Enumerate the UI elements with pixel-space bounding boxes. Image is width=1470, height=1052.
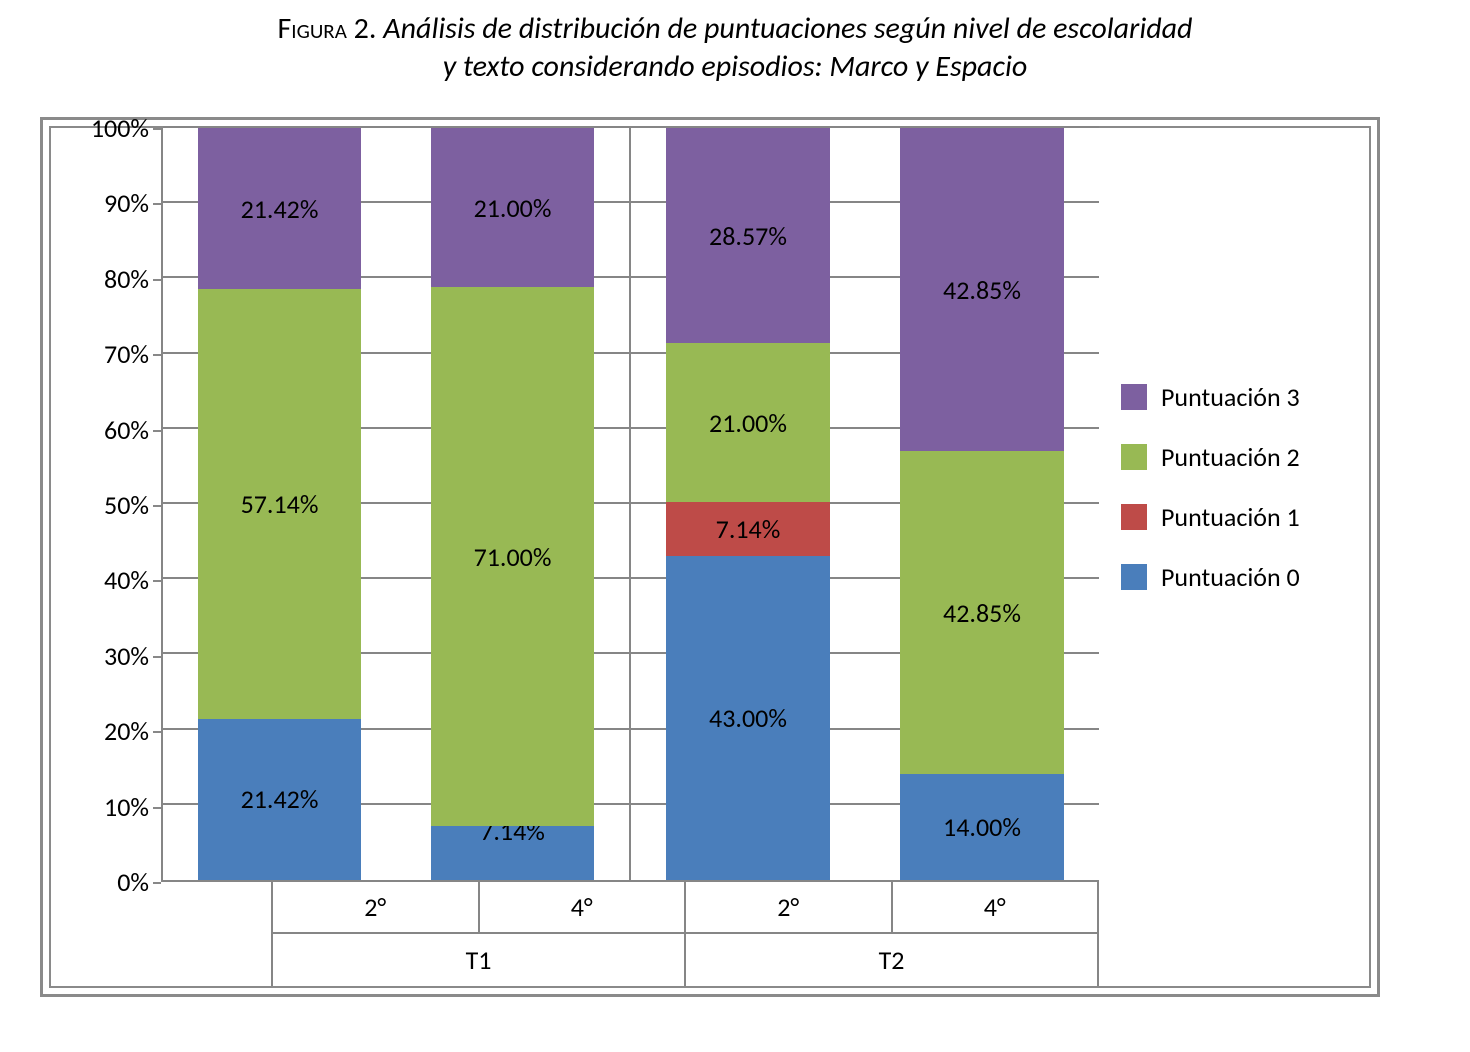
legend-item-p2: Puntuación 2 xyxy=(1121,441,1359,473)
legend-label: Puntuación 3 xyxy=(1161,381,1300,413)
segment-p2: 57.14% xyxy=(198,289,361,719)
segment-p2: 71.00% xyxy=(431,287,594,826)
bars-layer: 21.42%0.00%57.14%21.42%7.14%0.00%71.00%2… xyxy=(163,128,1099,880)
axis-spacer xyxy=(51,932,161,986)
segment-label: 21.42% xyxy=(241,786,319,812)
cat-group: 2°4° xyxy=(684,882,1097,932)
y-tick-mark xyxy=(153,580,161,582)
bar: 14.00%0.00%42.85%42.85% xyxy=(900,128,1064,880)
legend-swatch xyxy=(1121,444,1147,470)
segment-p3: 21.00% xyxy=(431,128,594,287)
segment-p0: 14.00% xyxy=(900,774,1064,880)
legend-item-p0: Puntuación 0 xyxy=(1121,561,1359,593)
y-tick-mark xyxy=(153,430,161,432)
y-tick-mark xyxy=(153,807,161,809)
segment-p3: 42.85% xyxy=(900,128,1064,451)
plot-column: 0%10%20%30%40%50%60%70%80%90%100% 21.42%… xyxy=(51,128,1099,986)
y-tick-label: 100% xyxy=(91,112,149,144)
legend-label: Puntuación 2 xyxy=(1161,441,1300,473)
group-label: T2 xyxy=(684,932,1097,986)
title-number: 2. xyxy=(354,10,377,47)
legend-label: Puntuación 1 xyxy=(1161,501,1300,533)
title-prefix: Figura xyxy=(278,10,347,47)
y-tick-label: 50% xyxy=(104,489,149,521)
y-tick-label: 70% xyxy=(104,338,149,370)
segment-p0: 21.42% xyxy=(198,719,361,880)
bar: 43.00% 7.14% 21.00% 28.57% xyxy=(666,128,830,880)
y-tick-mark xyxy=(153,731,161,733)
bar: 21.42%0.00%57.14%21.42% xyxy=(198,128,361,880)
segment-label: 43.00% xyxy=(709,705,787,731)
segment-label: 21.00% xyxy=(474,195,552,221)
figure-title: Figura 2. Análisis de distribución de pu… xyxy=(0,0,1470,105)
y-axis: 0%10%20%30%40%50%60%70%80%90%100% xyxy=(51,128,161,882)
legend-label: Puntuación 0 xyxy=(1161,561,1300,593)
y-tick-label: 0% xyxy=(117,866,149,898)
category-label: 2° xyxy=(271,882,478,932)
segment-label: 28.57% xyxy=(709,223,787,249)
bar: 7.14%0.00%71.00%21.00% xyxy=(431,128,594,880)
chart-inner: 0%10%20%30%40%50%60%70%80%90%100% 21.42%… xyxy=(49,126,1371,988)
y-tick-label: 40% xyxy=(104,564,149,596)
y-tick-mark xyxy=(153,128,161,130)
bar-slot: 14.00%0.00%42.85%42.85% xyxy=(865,128,1099,880)
group-T1: 21.42%0.00%57.14%21.42%7.14%0.00%71.00%2… xyxy=(163,128,631,880)
segment-label: 42.85% xyxy=(943,277,1021,303)
plot-area: 21.42%0.00%57.14%21.42%7.14%0.00%71.00%2… xyxy=(161,128,1099,882)
category-label: 4° xyxy=(891,882,1098,932)
category-axis: 2°4°2°4° xyxy=(271,882,1099,932)
y-tick-label: 80% xyxy=(104,263,149,295)
segment-label: 14.00% xyxy=(943,814,1021,840)
x-axis-block: 2°4°2°4° T1T2 xyxy=(51,882,1099,986)
segment-label: 42.85% xyxy=(943,600,1021,626)
bar-slot: 7.14%0.00%71.00%21.00% xyxy=(396,128,629,880)
segment-p0: 43.00% xyxy=(666,556,830,880)
segment-p2: 21.00% xyxy=(666,343,830,501)
y-tick-mark xyxy=(153,505,161,507)
category-label: 4° xyxy=(478,882,685,932)
y-tick-mark xyxy=(153,203,161,205)
category-axis-row: 2°4°2°4° xyxy=(51,882,1099,932)
title-line2: y texto considerando episodios: Marco y … xyxy=(443,48,1027,85)
legend-swatch xyxy=(1121,384,1147,410)
legend: Puntuación 3 Puntuación 2 Puntuación 1 Punt… xyxy=(1099,128,1369,986)
group-axis-row: T1T2 xyxy=(51,932,1099,986)
legend-swatch xyxy=(1121,504,1147,530)
y-tick-label: 30% xyxy=(104,640,149,672)
y-tick-mark xyxy=(153,882,161,884)
y-tick-mark xyxy=(153,354,161,356)
y-tick-label: 60% xyxy=(104,414,149,446)
segment-p1: 7.14% xyxy=(666,502,830,556)
y-tick-label: 90% xyxy=(104,187,149,219)
chart-container: 0%10%20%30%40%50%60%70%80%90%100% 21.42%… xyxy=(40,117,1380,997)
segment-p3: 21.42% xyxy=(198,128,361,289)
group-label: T1 xyxy=(271,932,684,986)
y-tick-label: 10% xyxy=(104,791,149,823)
segment-label: 7.14% xyxy=(716,516,781,542)
category-label: 2° xyxy=(684,882,891,932)
segment-p0: 7.14% xyxy=(431,826,594,880)
segment-label: 71.00% xyxy=(474,544,552,570)
segment-label: 57.14% xyxy=(241,491,319,517)
segment-p3: 28.57% xyxy=(666,128,830,343)
plot-row: 0%10%20%30%40%50%60%70%80%90%100% 21.42%… xyxy=(51,128,1099,882)
title-line1: Análisis de distribución de puntuaciones… xyxy=(383,10,1192,47)
segment-label: 21.00% xyxy=(709,410,787,436)
y-tick-label: 20% xyxy=(104,715,149,747)
cat-group: 2°4° xyxy=(271,882,684,932)
group-T2: 43.00%7.14%21.00%28.57%14.00%0.00%42.85%… xyxy=(631,128,1099,880)
segment-label: 21.42% xyxy=(241,196,319,222)
bar-slot: 43.00% 7.14% 21.00% 28.57% xyxy=(631,128,865,880)
legend-item-p1: Puntuación 1 xyxy=(1121,501,1359,533)
group-axis: T1T2 xyxy=(271,932,1099,986)
segment-p2: 42.85% xyxy=(900,451,1064,774)
bar-slot: 21.42%0.00%57.14%21.42% xyxy=(163,128,396,880)
y-tick-mark xyxy=(153,656,161,658)
legend-swatch xyxy=(1121,564,1147,590)
y-tick-mark xyxy=(153,279,161,281)
legend-item-p3: Puntuación 3 xyxy=(1121,381,1359,413)
